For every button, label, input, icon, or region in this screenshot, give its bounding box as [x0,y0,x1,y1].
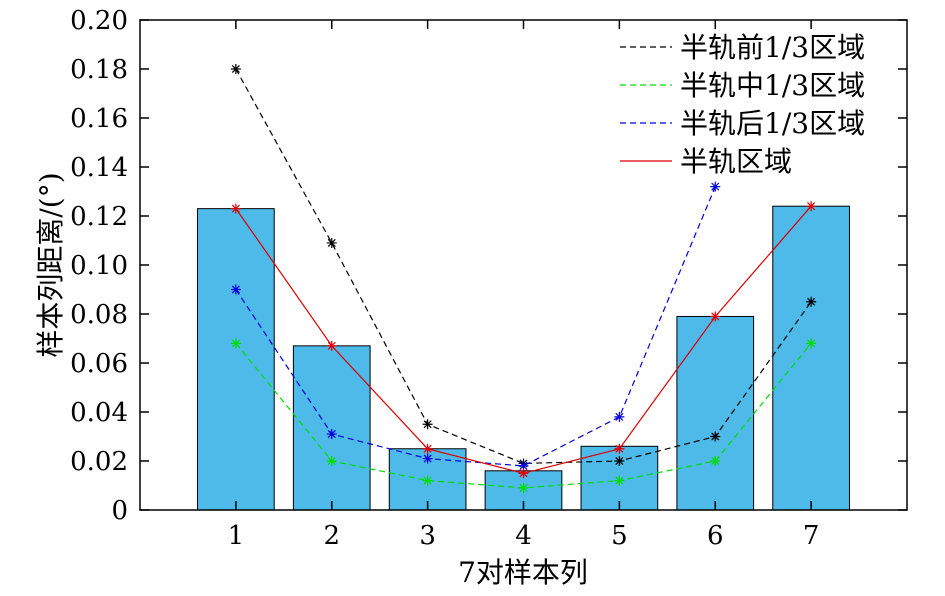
point-0-4 [614,456,625,466]
bar-1 [197,208,275,511]
point-3-5 [710,311,721,322]
bars-layer [197,205,850,511]
y-tick-label-5: 0.10 [70,251,128,281]
point-1-1 [326,456,337,466]
y-tick-label-10: 0.20 [70,6,128,36]
legend-label-2: 半轨后1/3区域 [680,107,865,140]
point-3-6 [806,201,817,212]
x-tick-label-0: 1 [228,521,245,551]
point-0-5 [710,431,721,442]
point-1-5 [710,456,721,466]
point-3-1 [326,340,337,351]
point-3-3 [518,468,529,479]
bar-6 [676,315,755,511]
point-3-2 [422,443,433,454]
point-2-5 [710,181,721,192]
y-axis-title: 样本列距离/(°) [34,172,67,357]
point-1-4 [614,475,625,486]
x-axis-title: 7对样本列 [458,556,588,589]
point-1-2 [422,475,433,486]
y-tick-label-6: 0.12 [70,202,128,232]
y-tick-label-4: 0.08 [70,300,128,330]
series-layer [230,64,817,493]
y-tick-label-7: 0.14 [70,153,128,183]
point-0-6 [806,296,817,307]
y-tick-label-8: 0.16 [70,104,128,134]
point-0-2 [422,419,433,430]
y-tick-label-3: 0.06 [70,349,128,379]
x-tick-label-5: 6 [707,521,724,551]
point-2-0 [230,284,241,295]
point-0-0 [230,64,241,74]
point-2-3 [518,460,529,471]
x-tick-label-3: 4 [515,521,532,551]
legend-label-0: 半轨前1/3区域 [680,31,865,64]
point-3-0 [230,203,241,214]
point-0-1 [326,237,337,248]
point-1-3 [518,482,529,493]
y-tick-label-2: 0.04 [70,398,128,428]
x-tick-label-6: 7 [803,521,820,551]
legend-label-3: 半轨区域 [680,145,792,178]
x-tick-label-1: 2 [323,521,340,551]
point-1-6 [806,338,817,349]
point-2-1 [326,429,337,440]
y-tick-label-9: 0.18 [70,55,128,85]
y-tick-label-0: 0 [111,496,128,526]
point-2-4 [614,411,625,422]
point-2-2 [422,453,433,464]
series-1 [230,338,817,493]
x-tick-label-2: 3 [419,521,436,551]
legend-label-1: 半轨中1/3区域 [680,69,865,102]
series-3 [230,201,817,479]
bar-7 [772,205,850,511]
point-1-0 [230,338,241,349]
series-line-2 [235,186,716,467]
bar-2 [292,345,371,511]
y-tick-label-1: 0.02 [70,447,128,477]
ticks-layer: 0 0.02 0.04 0.06 0.08 0.10 0.12 0.14 0.16 0.18 0.2… [70,6,907,551]
point-3-4 [614,443,625,454]
series-2 [230,181,721,471]
x-tick-label-4: 5 [611,521,628,551]
